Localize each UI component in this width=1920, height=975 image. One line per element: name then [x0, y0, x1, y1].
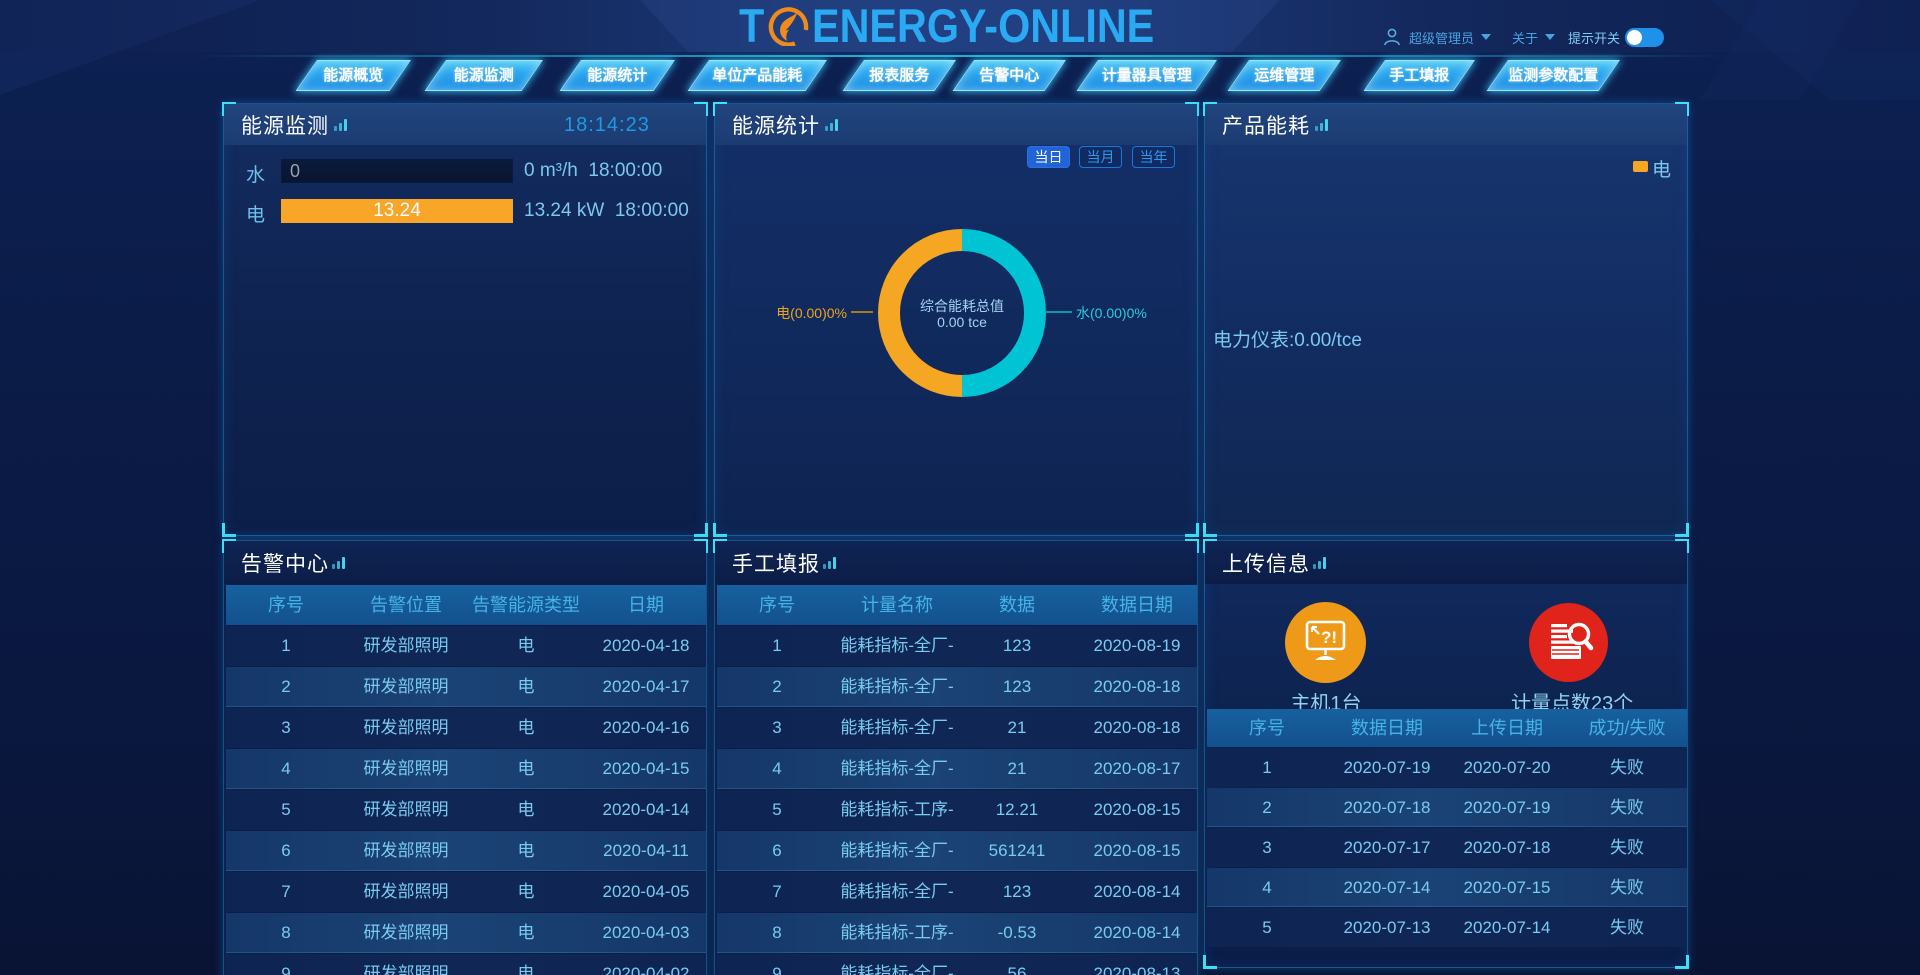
svg-text:?!: ?!: [1321, 628, 1337, 647]
svg-text:T: T: [739, 1, 764, 46]
svg-text:ENERGY-ONLINE: ENERGY-ONLINE: [812, 1, 1154, 46]
